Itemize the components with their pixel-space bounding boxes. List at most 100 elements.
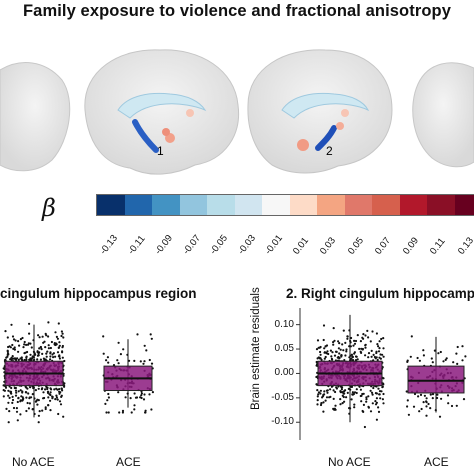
data-point xyxy=(63,359,66,363)
data-point xyxy=(49,355,52,358)
data-point xyxy=(116,359,119,362)
data-point xyxy=(53,343,56,346)
data-point xyxy=(342,395,345,399)
data-point xyxy=(31,355,34,358)
data-point xyxy=(47,396,50,399)
data-point xyxy=(10,386,13,390)
data-point xyxy=(37,354,40,357)
data-point xyxy=(341,343,344,346)
data-point xyxy=(4,386,8,389)
data-point xyxy=(363,425,366,429)
data-point xyxy=(371,393,374,396)
data-point xyxy=(329,388,332,391)
data-point xyxy=(339,348,342,351)
colorbar-swatch xyxy=(317,195,345,215)
data-point xyxy=(106,356,109,359)
data-point xyxy=(355,388,358,391)
data-point xyxy=(10,356,13,359)
data-point xyxy=(19,389,22,392)
data-point xyxy=(382,402,385,405)
data-point xyxy=(341,402,344,405)
data-point xyxy=(406,360,409,363)
data-point xyxy=(353,406,356,409)
data-point xyxy=(58,344,61,347)
data-point xyxy=(11,398,15,402)
y-tick-label: 0.05 xyxy=(274,343,294,355)
data-point xyxy=(370,355,373,358)
data-point xyxy=(28,322,31,325)
data-point xyxy=(7,401,10,404)
data-point xyxy=(8,345,11,348)
data-point xyxy=(351,391,354,394)
data-point xyxy=(319,345,322,349)
beta-colorbar xyxy=(96,194,474,216)
y-tick-label: 0.10 xyxy=(274,318,294,330)
data-point xyxy=(60,334,63,338)
data-point xyxy=(25,391,28,394)
data-point xyxy=(4,358,7,361)
data-point xyxy=(145,349,148,352)
brain-right-partial xyxy=(412,62,474,168)
data-point xyxy=(56,398,59,401)
data-point xyxy=(343,400,346,403)
data-point xyxy=(38,336,41,339)
data-point xyxy=(326,350,329,353)
data-point xyxy=(14,389,18,392)
data-point xyxy=(12,406,16,410)
data-point xyxy=(117,341,120,344)
data-point xyxy=(319,353,322,356)
data-point xyxy=(136,333,139,336)
colorbar-swatch xyxy=(234,195,262,215)
data-point xyxy=(332,327,335,330)
data-point xyxy=(344,354,347,357)
data-point xyxy=(27,407,30,410)
data-point xyxy=(17,340,20,343)
data-point xyxy=(372,386,375,390)
data-point xyxy=(29,386,32,389)
data-point xyxy=(379,397,382,400)
data-point xyxy=(2,384,5,387)
data-point xyxy=(345,396,348,399)
data-point xyxy=(60,330,64,333)
colorbar-swatch xyxy=(289,195,317,215)
data-point xyxy=(37,421,40,424)
data-point xyxy=(26,401,29,405)
data-point xyxy=(42,357,46,360)
data-point xyxy=(22,346,25,349)
data-point xyxy=(134,396,138,399)
data-point xyxy=(360,400,363,403)
data-point xyxy=(362,333,365,336)
data-point xyxy=(102,352,105,355)
data-point xyxy=(359,388,362,391)
data-point xyxy=(20,356,23,359)
data-point xyxy=(37,399,40,402)
data-point xyxy=(61,350,64,353)
data-point xyxy=(51,353,54,356)
data-point xyxy=(7,421,10,424)
data-point xyxy=(373,355,376,359)
data-point xyxy=(133,404,136,407)
data-point xyxy=(339,398,342,401)
data-point xyxy=(38,347,41,350)
data-point xyxy=(106,399,109,402)
colorbar-swatch xyxy=(344,195,372,215)
data-point xyxy=(47,321,50,324)
data-point xyxy=(425,397,428,400)
data-point xyxy=(354,359,358,362)
data-point xyxy=(332,341,335,344)
data-point xyxy=(11,343,14,347)
data-point xyxy=(361,409,364,413)
data-point xyxy=(340,354,343,357)
data-point xyxy=(14,394,18,397)
colorbar-swatch xyxy=(399,195,427,215)
data-point xyxy=(61,346,64,349)
data-point xyxy=(47,335,50,338)
data-point xyxy=(21,399,24,402)
data-point xyxy=(107,392,110,396)
data-point xyxy=(105,359,108,362)
data-point xyxy=(464,355,467,358)
data-point xyxy=(362,392,365,395)
data-point xyxy=(63,384,66,387)
data-point xyxy=(58,388,61,391)
